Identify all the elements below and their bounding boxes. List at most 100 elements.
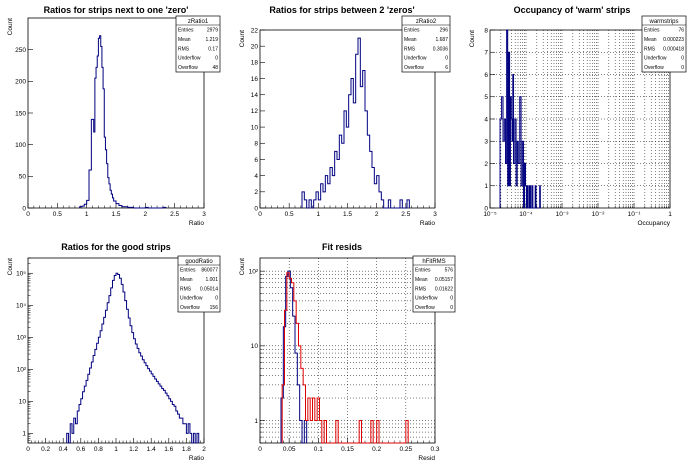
stats-row-key: RMS (644, 46, 656, 52)
x-tick-label: 2.5 (401, 211, 410, 218)
x-axis-label: Ratio (420, 220, 436, 227)
stats-row-key: Overflow (178, 65, 198, 71)
x-tick-label: 0.4 (59, 446, 68, 453)
y-tick-label: 0 (22, 205, 26, 212)
stats-row-key: RMS (180, 286, 192, 292)
y-tick-label: 0 (484, 205, 488, 212)
y-tick-label: 10⁴ (16, 303, 26, 310)
y-tick-label: 18 (251, 60, 259, 67)
y-tick-label: 1 (22, 431, 26, 438)
x-tick-label: 0.2 (41, 446, 50, 453)
x-tick-label: 0 (26, 211, 30, 218)
stats-row-value: 0.05014 (200, 286, 218, 292)
panel-zratio2: Ratios for strips between 2 'zeros' 0 0.5 1… (239, 5, 451, 227)
stats-row-value: 1.687 (435, 37, 448, 43)
stats-row-key: Entries (644, 28, 660, 34)
x-tick-label: 0.3 (430, 446, 439, 453)
y-tick-label: 8 (254, 141, 258, 148)
y-tick-label: 100 (15, 142, 26, 149)
stats-row-key: Entries (415, 268, 431, 274)
stats-box-name: warmstrips (648, 19, 678, 25)
stats-row-value: 48 (212, 65, 218, 71)
x-tick-label: 0.1 (314, 446, 323, 453)
stats-box-frame (401, 15, 451, 73)
stats-row-key: Entries (180, 268, 196, 274)
stats-row-key: Underflow (178, 56, 201, 62)
stats-row-key: Mean (644, 37, 657, 43)
stats-row-value: 156 (210, 305, 219, 311)
stats-row-value: 1.219 (205, 37, 218, 43)
stats-box-name: zRatio2 (416, 19, 437, 25)
y-axis-label: Count (239, 258, 246, 276)
panel-zratio1: Ratios for strips next to one 'zero' 0 0.5… (7, 5, 221, 227)
y-tick-label: 2 (484, 161, 488, 168)
panel-title: Ratios for strips next to one 'zero' (44, 5, 189, 15)
x-tick-label: 3 (202, 211, 206, 218)
x-axis-label: Ratio (189, 455, 205, 462)
y-tick-label: 8 (484, 27, 488, 34)
x-tick-label: 2 (144, 211, 148, 218)
grid (260, 258, 435, 443)
x-tick-label: 0.5 (285, 211, 294, 218)
stats-row-key: Overflow (644, 65, 664, 71)
stats-row-value: 576 (445, 268, 454, 274)
stats-box: goodRatio Entries 860077 Mean 1.001 RMS 0.0501… (177, 255, 221, 313)
y-tick-label: 22 (251, 27, 259, 34)
x-tick-label: 1.4 (147, 446, 156, 453)
stats-row-value: 860077 (201, 268, 218, 274)
x-tick-label: 10⁻⁵ (483, 211, 497, 218)
stats-row-key: Underflow (415, 296, 438, 302)
x-tick-label: 0.25 (400, 446, 413, 453)
stats-row-key: Underflow (404, 56, 427, 62)
x-tick-label: 1 (317, 211, 321, 218)
panel-goodratio: Ratios for the good strips 0 0.2 0.4 0.6 0.8 1… (7, 242, 221, 462)
plot-frame (27, 257, 205, 444)
histogram-series-0 (301, 37, 410, 209)
stats-row-value: 0.3036 (433, 46, 449, 52)
y-tick-label: 20 (251, 43, 259, 50)
stats-row-value: 2979 (207, 28, 218, 34)
x-tick-label: 10⁻³ (556, 211, 570, 218)
stats-row-key: Underflow (180, 296, 203, 302)
panel-title: Ratios for strips between 2 'zeros' (269, 5, 414, 15)
y-tick-label: 250 (15, 47, 26, 54)
histogram-series-0 (79, 35, 167, 209)
stats-row-value: 0.000418 (663, 46, 684, 52)
stats-row-key: Entries (404, 28, 420, 34)
y-axis-label: Count (469, 30, 476, 48)
y-tick-label: 150 (15, 110, 26, 117)
y-tick-label: 6 (254, 157, 258, 164)
y-tick-label: 1 (484, 183, 488, 190)
y-tick-label: 5 (484, 94, 488, 101)
x-tick-label: 0.15 (341, 446, 354, 453)
y-tick-label: 14 (251, 92, 259, 99)
x-axis-label: Ratio (189, 220, 205, 227)
y-tick-label: 10² (17, 367, 27, 374)
stats-row-key: Mean (404, 37, 417, 43)
stats-row-value: 0 (450, 305, 453, 311)
x-tick-label: 1.5 (343, 211, 352, 218)
y-tick-label: 10 (19, 399, 27, 406)
stats-box-frame (412, 255, 456, 313)
y-tick-label: 10² (249, 268, 259, 275)
stats-row-value: 76 (678, 28, 684, 34)
y-tick-label: 6 (484, 72, 488, 79)
y-axis-label: Count (7, 18, 14, 36)
y-tick-label: 4 (254, 173, 258, 180)
stats-row-key: Mean (415, 277, 428, 283)
y-tick-label: 3 (484, 139, 488, 146)
y-axis-label: Count (239, 30, 246, 48)
histogram-series-0 (499, 29, 541, 209)
stats-row-key: Mean (180, 277, 193, 283)
x-axis-label: Occupancy (637, 220, 670, 227)
stats-box-name: goodRatio (185, 259, 213, 265)
stats-row-value: 296 (440, 28, 449, 34)
y-tick-label: 2 (254, 189, 258, 196)
x-tick-label: 1.5 (111, 211, 120, 218)
y-tick-label: 10⁵ (16, 271, 26, 278)
y-tick-label: 10 (251, 343, 259, 350)
stats-row-value: 0.17 (208, 46, 218, 52)
y-tick-label: 50 (19, 174, 27, 181)
